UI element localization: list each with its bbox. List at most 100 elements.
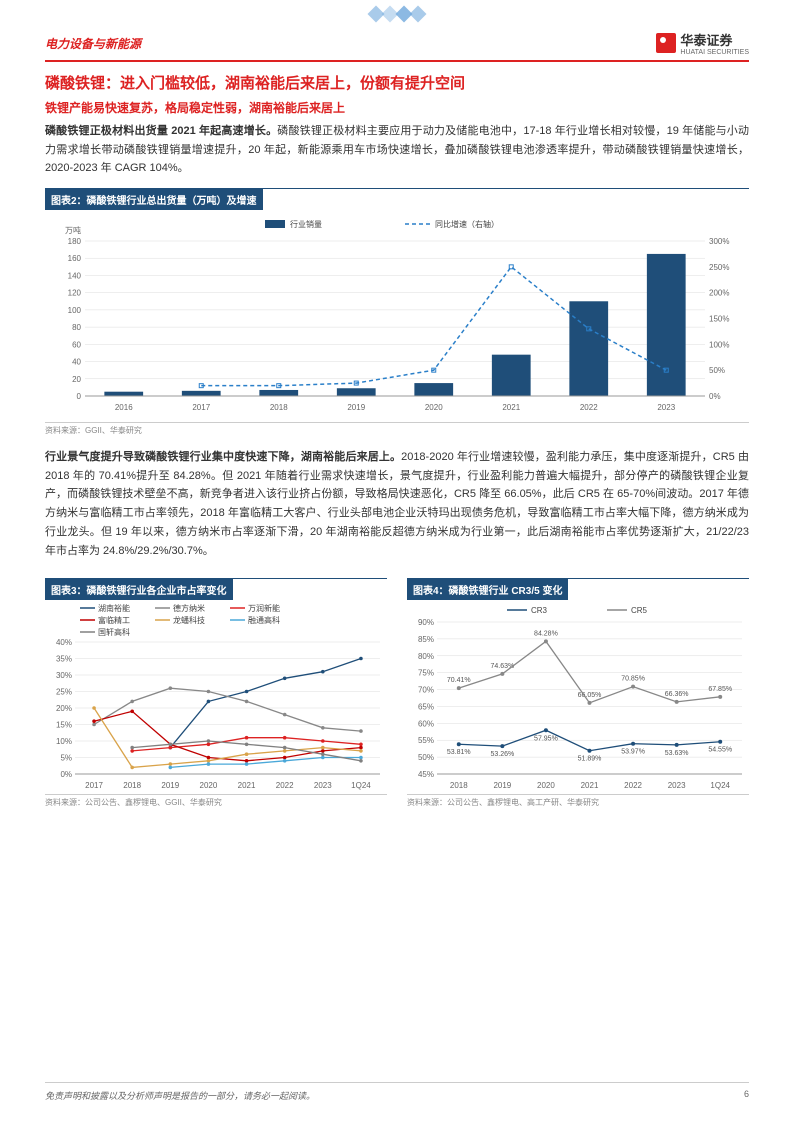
svg-text:0%: 0% [60, 770, 72, 779]
svg-text:70.41%: 70.41% [447, 677, 471, 684]
svg-text:CR5: CR5 [631, 606, 648, 615]
brand-name: 华泰证券 [680, 30, 749, 49]
svg-text:2021: 2021 [581, 781, 599, 790]
svg-text:70.85%: 70.85% [621, 676, 645, 683]
svg-text:67.85%: 67.85% [708, 686, 732, 693]
chart2-source: 资料来源：GGII、华泰研究 [45, 422, 749, 436]
svg-text:2020: 2020 [425, 403, 443, 412]
svg-text:40: 40 [72, 358, 81, 367]
svg-text:0: 0 [77, 392, 82, 401]
svg-text:50%: 50% [709, 366, 725, 375]
chart2-title: 图表2：磷酸铁锂行业总出货量（万吨）及增速 [45, 189, 263, 210]
svg-text:53.81%: 53.81% [447, 749, 471, 756]
logo-icon [656, 33, 676, 53]
svg-text:湖南裕能: 湖南裕能 [98, 603, 130, 613]
svg-text:53.97%: 53.97% [621, 749, 645, 756]
chart4-title: 图表4：磷酸铁锂行业 CR3/5 变化 [407, 579, 568, 600]
svg-text:龙蟠科技: 龙蟠科技 [173, 615, 205, 625]
svg-text:2019: 2019 [493, 781, 511, 790]
svg-text:德方纳米: 德方纳米 [173, 603, 205, 613]
chart4-svg: 45%50%55%60%65%70%75%80%85%90%2018201920… [407, 602, 747, 792]
svg-text:250%: 250% [709, 263, 729, 272]
paragraph-2: 行业景气度提升导致磷酸铁锂行业集中度快速下降，湖南裕能后来居上。2018-202… [45, 448, 749, 560]
page-header: 电力设备与新能源 华泰证券 HUATAI SECURITIES [45, 30, 749, 62]
svg-text:2020: 2020 [537, 781, 555, 790]
svg-text:2022: 2022 [624, 781, 642, 790]
svg-text:同比增速（右轴）: 同比增速（右轴） [435, 219, 499, 229]
svg-text:100%: 100% [709, 340, 729, 349]
svg-text:2021: 2021 [238, 781, 256, 790]
svg-text:120: 120 [68, 289, 82, 298]
svg-text:50%: 50% [418, 753, 434, 762]
svg-text:40%: 40% [56, 638, 72, 647]
svg-text:74.63%: 74.63% [490, 663, 514, 670]
paragraph-1: 磷酸铁锂正极材料出货量 2021 年起高速增长。磷酸铁锂正极材料主要应用于动力及… [45, 122, 749, 178]
svg-text:66.36%: 66.36% [665, 691, 689, 698]
svg-text:2019: 2019 [161, 781, 179, 790]
svg-text:53.26%: 53.26% [490, 751, 514, 758]
svg-text:75%: 75% [418, 669, 434, 678]
svg-text:万吨: 万吨 [65, 225, 81, 235]
footer-disclaimer: 免责声明和披露以及分析师声明是报告的一部分，请务必一起阅读。 [45, 1089, 315, 1102]
svg-text:2021: 2021 [502, 403, 520, 412]
svg-text:2018: 2018 [450, 781, 468, 790]
svg-text:66.05%: 66.05% [578, 692, 602, 699]
chart4-source: 资料来源：公司公告、鑫椤锂电、高工产研、华泰研究 [407, 794, 749, 808]
page-footer: 免责声明和披露以及分析师声明是报告的一部分，请务必一起阅读。 6 [45, 1082, 749, 1102]
svg-text:60: 60 [72, 340, 81, 349]
svg-text:2016: 2016 [115, 403, 133, 412]
svg-text:90%: 90% [418, 618, 434, 627]
svg-text:20%: 20% [56, 704, 72, 713]
chart3-svg: 0%5%10%15%20%25%30%35%40%201720182019202… [45, 602, 385, 792]
svg-text:20: 20 [72, 375, 81, 384]
svg-text:60%: 60% [418, 720, 434, 729]
footer-page: 6 [744, 1089, 749, 1102]
svg-text:53.63%: 53.63% [665, 750, 689, 757]
svg-text:70%: 70% [418, 686, 434, 695]
svg-text:2023: 2023 [314, 781, 332, 790]
chart2-svg: 0204060801001201401601800%50%100%150%200… [45, 216, 745, 416]
svg-text:国轩高科: 国轩高科 [98, 627, 130, 637]
svg-text:200%: 200% [709, 289, 729, 298]
header-brand: 华泰证券 HUATAI SECURITIES [656, 30, 749, 56]
svg-text:35%: 35% [56, 655, 72, 664]
svg-text:160: 160 [68, 254, 82, 263]
chart4-wrap: 图表4：磷酸铁锂行业 CR3/5 变化 45%50%55%60%65%70%75… [407, 570, 749, 808]
svg-text:15%: 15% [56, 721, 72, 730]
svg-text:CR3: CR3 [531, 606, 548, 615]
svg-text:融通高科: 融通高科 [248, 615, 280, 625]
svg-text:57.95%: 57.95% [534, 735, 558, 742]
svg-text:2022: 2022 [276, 781, 294, 790]
svg-text:100: 100 [68, 306, 82, 315]
chart3-source: 资料来源：公司公告、鑫椤锂电、GGII、华泰研究 [45, 794, 387, 808]
svg-text:2023: 2023 [668, 781, 686, 790]
svg-text:10%: 10% [56, 737, 72, 746]
header-category: 电力设备与新能源 [45, 35, 141, 52]
svg-text:55%: 55% [418, 736, 434, 745]
chart3-wrap: 图表3：磷酸铁锂行业各企业市占率变化 0%5%10%15%20%25%30%35… [45, 570, 387, 808]
svg-text:140: 140 [68, 272, 82, 281]
svg-text:2017: 2017 [192, 403, 210, 412]
para1-bold: 磷酸铁锂正极材料出货量 2021 年起高速增长。 [45, 125, 277, 137]
svg-text:2019: 2019 [347, 403, 365, 412]
svg-text:5%: 5% [60, 754, 72, 763]
svg-text:300%: 300% [709, 237, 729, 246]
svg-text:85%: 85% [418, 635, 434, 644]
svg-text:0%: 0% [709, 392, 721, 401]
para2-rest: 2018-2020 年行业增速较慢，盈利能力承压，集中度逐渐提升，CR5 由 2… [45, 451, 749, 556]
svg-text:2018: 2018 [270, 403, 288, 412]
svg-text:2020: 2020 [200, 781, 218, 790]
svg-text:150%: 150% [709, 315, 729, 324]
svg-text:65%: 65% [418, 703, 434, 712]
chart2-wrap: 图表2：磷酸铁锂行业总出货量（万吨）及增速 0 20 40 60 80 100 120 140… [45, 188, 749, 436]
header-decor [370, 8, 424, 20]
svg-text:80%: 80% [418, 652, 434, 661]
svg-text:30%: 30% [56, 671, 72, 680]
svg-text:80: 80 [72, 323, 81, 332]
svg-text:2023: 2023 [657, 403, 675, 412]
svg-text:54.55%: 54.55% [708, 747, 732, 754]
svg-text:富临精工: 富临精工 [98, 615, 130, 625]
svg-text:万润新能: 万润新能 [248, 603, 280, 613]
svg-text:2018: 2018 [123, 781, 141, 790]
brand-sub: HUATAI SECURITIES [680, 49, 749, 56]
